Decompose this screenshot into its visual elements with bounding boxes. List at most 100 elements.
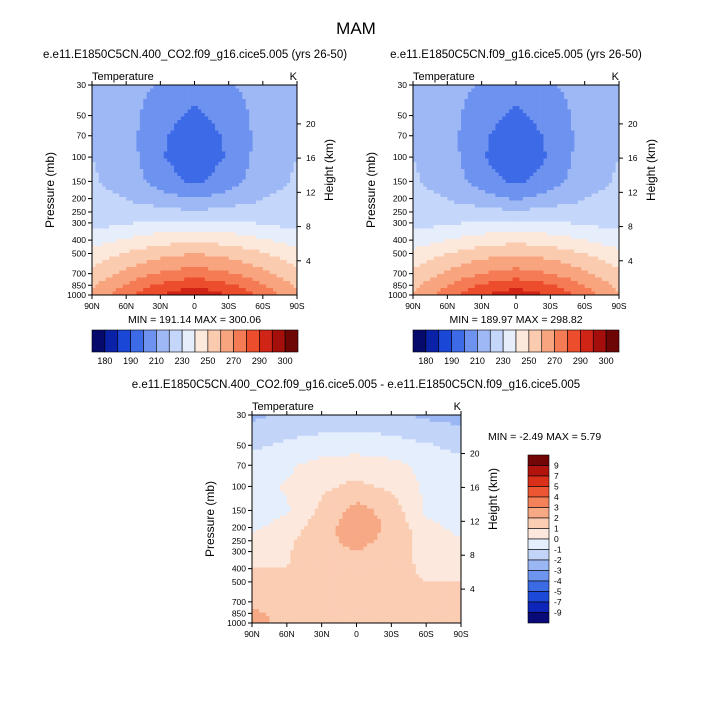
panel_co2-cell xyxy=(119,148,123,152)
panel_co2-cell xyxy=(177,274,181,278)
panel_co2-cell xyxy=(242,92,246,96)
panel_co2-cell xyxy=(263,246,267,250)
panel_ctrl-cell xyxy=(568,124,572,128)
panel_co2-cell xyxy=(181,162,185,166)
panel_ctrl-cell xyxy=(434,127,438,131)
panel_co2-cell xyxy=(201,236,205,240)
panel_ctrl-cell xyxy=(533,120,537,124)
panel_co2-cell xyxy=(136,96,140,100)
panel_ctrl-cell xyxy=(437,155,441,159)
panel_ctrl-cell xyxy=(413,159,417,163)
panel_co2-cell xyxy=(270,120,274,124)
panel_ctrl-cell xyxy=(526,124,530,128)
panel_co2-cell xyxy=(143,190,147,194)
panel_ctrl-cell xyxy=(447,138,451,142)
panel_co2-cell xyxy=(191,113,195,117)
panel_ctrl-cell xyxy=(581,124,585,128)
panel_co2-cell xyxy=(133,103,137,107)
panel_co2-cell xyxy=(177,201,181,205)
panel_ctrl-cell xyxy=(413,106,417,110)
panel_ctrl-cell xyxy=(564,110,568,114)
panel_co2-cell xyxy=(99,281,103,285)
panel_ctrl-cell xyxy=(588,92,592,96)
panel_co2-cell xyxy=(215,215,219,219)
panel_co2-cell xyxy=(263,218,267,222)
panel_co2-cell xyxy=(195,281,199,285)
panel_ctrl-cell xyxy=(526,131,530,135)
panel_co2-cell xyxy=(215,257,219,261)
panel_co2-cell xyxy=(188,169,192,173)
panel_co2-cell xyxy=(218,274,222,278)
panel_co2-cell xyxy=(263,194,267,198)
panel_co2-cell xyxy=(92,113,96,117)
panel_co2-cell xyxy=(174,99,178,103)
panel_co2-cell xyxy=(174,197,178,201)
panel_co2-cell xyxy=(249,211,253,215)
panel_co2-cell xyxy=(280,187,284,191)
panel_co2-colorbar-label: 290 xyxy=(252,356,267,366)
panel_co2-cell xyxy=(102,180,106,184)
panel_ctrl-cell xyxy=(561,85,565,89)
panel_co2-cell xyxy=(287,285,291,289)
panel_co2-cell xyxy=(266,183,270,187)
panel_co2-cell xyxy=(270,278,274,282)
panel_ctrl-cell xyxy=(519,124,523,128)
panel_ctrl-cell xyxy=(595,85,599,89)
panel_ctrl-cell xyxy=(440,131,444,135)
panel_ctrl-cell xyxy=(509,148,513,152)
panel_co2-cell xyxy=(119,134,123,138)
panel_ctrl-cell xyxy=(547,127,551,131)
panel_ctrl-cell xyxy=(485,159,489,163)
panel_co2-cell xyxy=(242,257,246,261)
panel_ctrl-cell xyxy=(564,117,568,121)
panel_co2-cell xyxy=(270,173,274,177)
panel_ctrl-cell xyxy=(454,110,458,114)
panel_ctrl-cell xyxy=(434,110,438,114)
panel_co2-cell xyxy=(133,141,137,145)
panel_ctrl-cell xyxy=(612,92,616,96)
panel_co2-cell xyxy=(136,103,140,107)
panel_co2-cell xyxy=(280,218,284,222)
panel_ctrl-cell xyxy=(523,110,527,114)
panel_co2-ytick-label: 50 xyxy=(77,111,87,121)
panel_co2-cell xyxy=(246,99,250,103)
panel_co2-cell xyxy=(242,180,246,184)
panel_ctrl-cell xyxy=(568,113,572,117)
panel_ctrl-cell xyxy=(492,145,496,149)
panel_ctrl-cell xyxy=(571,148,575,152)
panel_ctrl-cell xyxy=(598,110,602,114)
panel_co2-cell xyxy=(253,274,257,278)
panel_co2-cell xyxy=(167,176,171,180)
panel_co2-left-label: Temperature xyxy=(92,71,154,83)
panel_ctrl-cell xyxy=(530,120,534,124)
panel_co2-cell xyxy=(140,243,144,247)
panel_co2-cell xyxy=(215,145,219,149)
panel_co2-cell xyxy=(205,243,209,247)
panel_ctrl-cell xyxy=(420,141,424,145)
panel_co2-cell xyxy=(184,208,188,212)
panel_co2-cell xyxy=(123,152,127,156)
panel_co2-cell xyxy=(119,232,123,236)
panel_co2-cell xyxy=(236,183,240,187)
panel_co2-cell xyxy=(95,145,99,149)
panel_ctrl-cell xyxy=(423,124,427,128)
panel_co2-cell xyxy=(208,152,212,156)
panel_ctrl-cell xyxy=(564,106,568,110)
panel_co2-cell xyxy=(177,204,181,208)
panel_ctrl-cell xyxy=(568,89,572,93)
panel_ctrl-cell xyxy=(506,148,510,152)
panel_co2-cell xyxy=(119,260,123,264)
panel_co2-cell xyxy=(236,162,240,166)
panel_ctrl-cell xyxy=(568,110,572,114)
panel_ctrl-cell xyxy=(454,152,458,156)
panel_ctrl-cell xyxy=(598,106,602,110)
panel_co2-cell xyxy=(208,162,212,166)
panel_co2-cell xyxy=(143,166,147,170)
panel_co2-cell xyxy=(140,215,144,219)
panel_co2-cell xyxy=(188,176,192,180)
panel_co2-cell xyxy=(181,110,185,114)
panel_co2-cell xyxy=(126,183,130,187)
panel_co2-cell xyxy=(147,96,151,100)
panel_co2-cell xyxy=(92,138,96,142)
panel_co2-cell xyxy=(171,127,175,131)
